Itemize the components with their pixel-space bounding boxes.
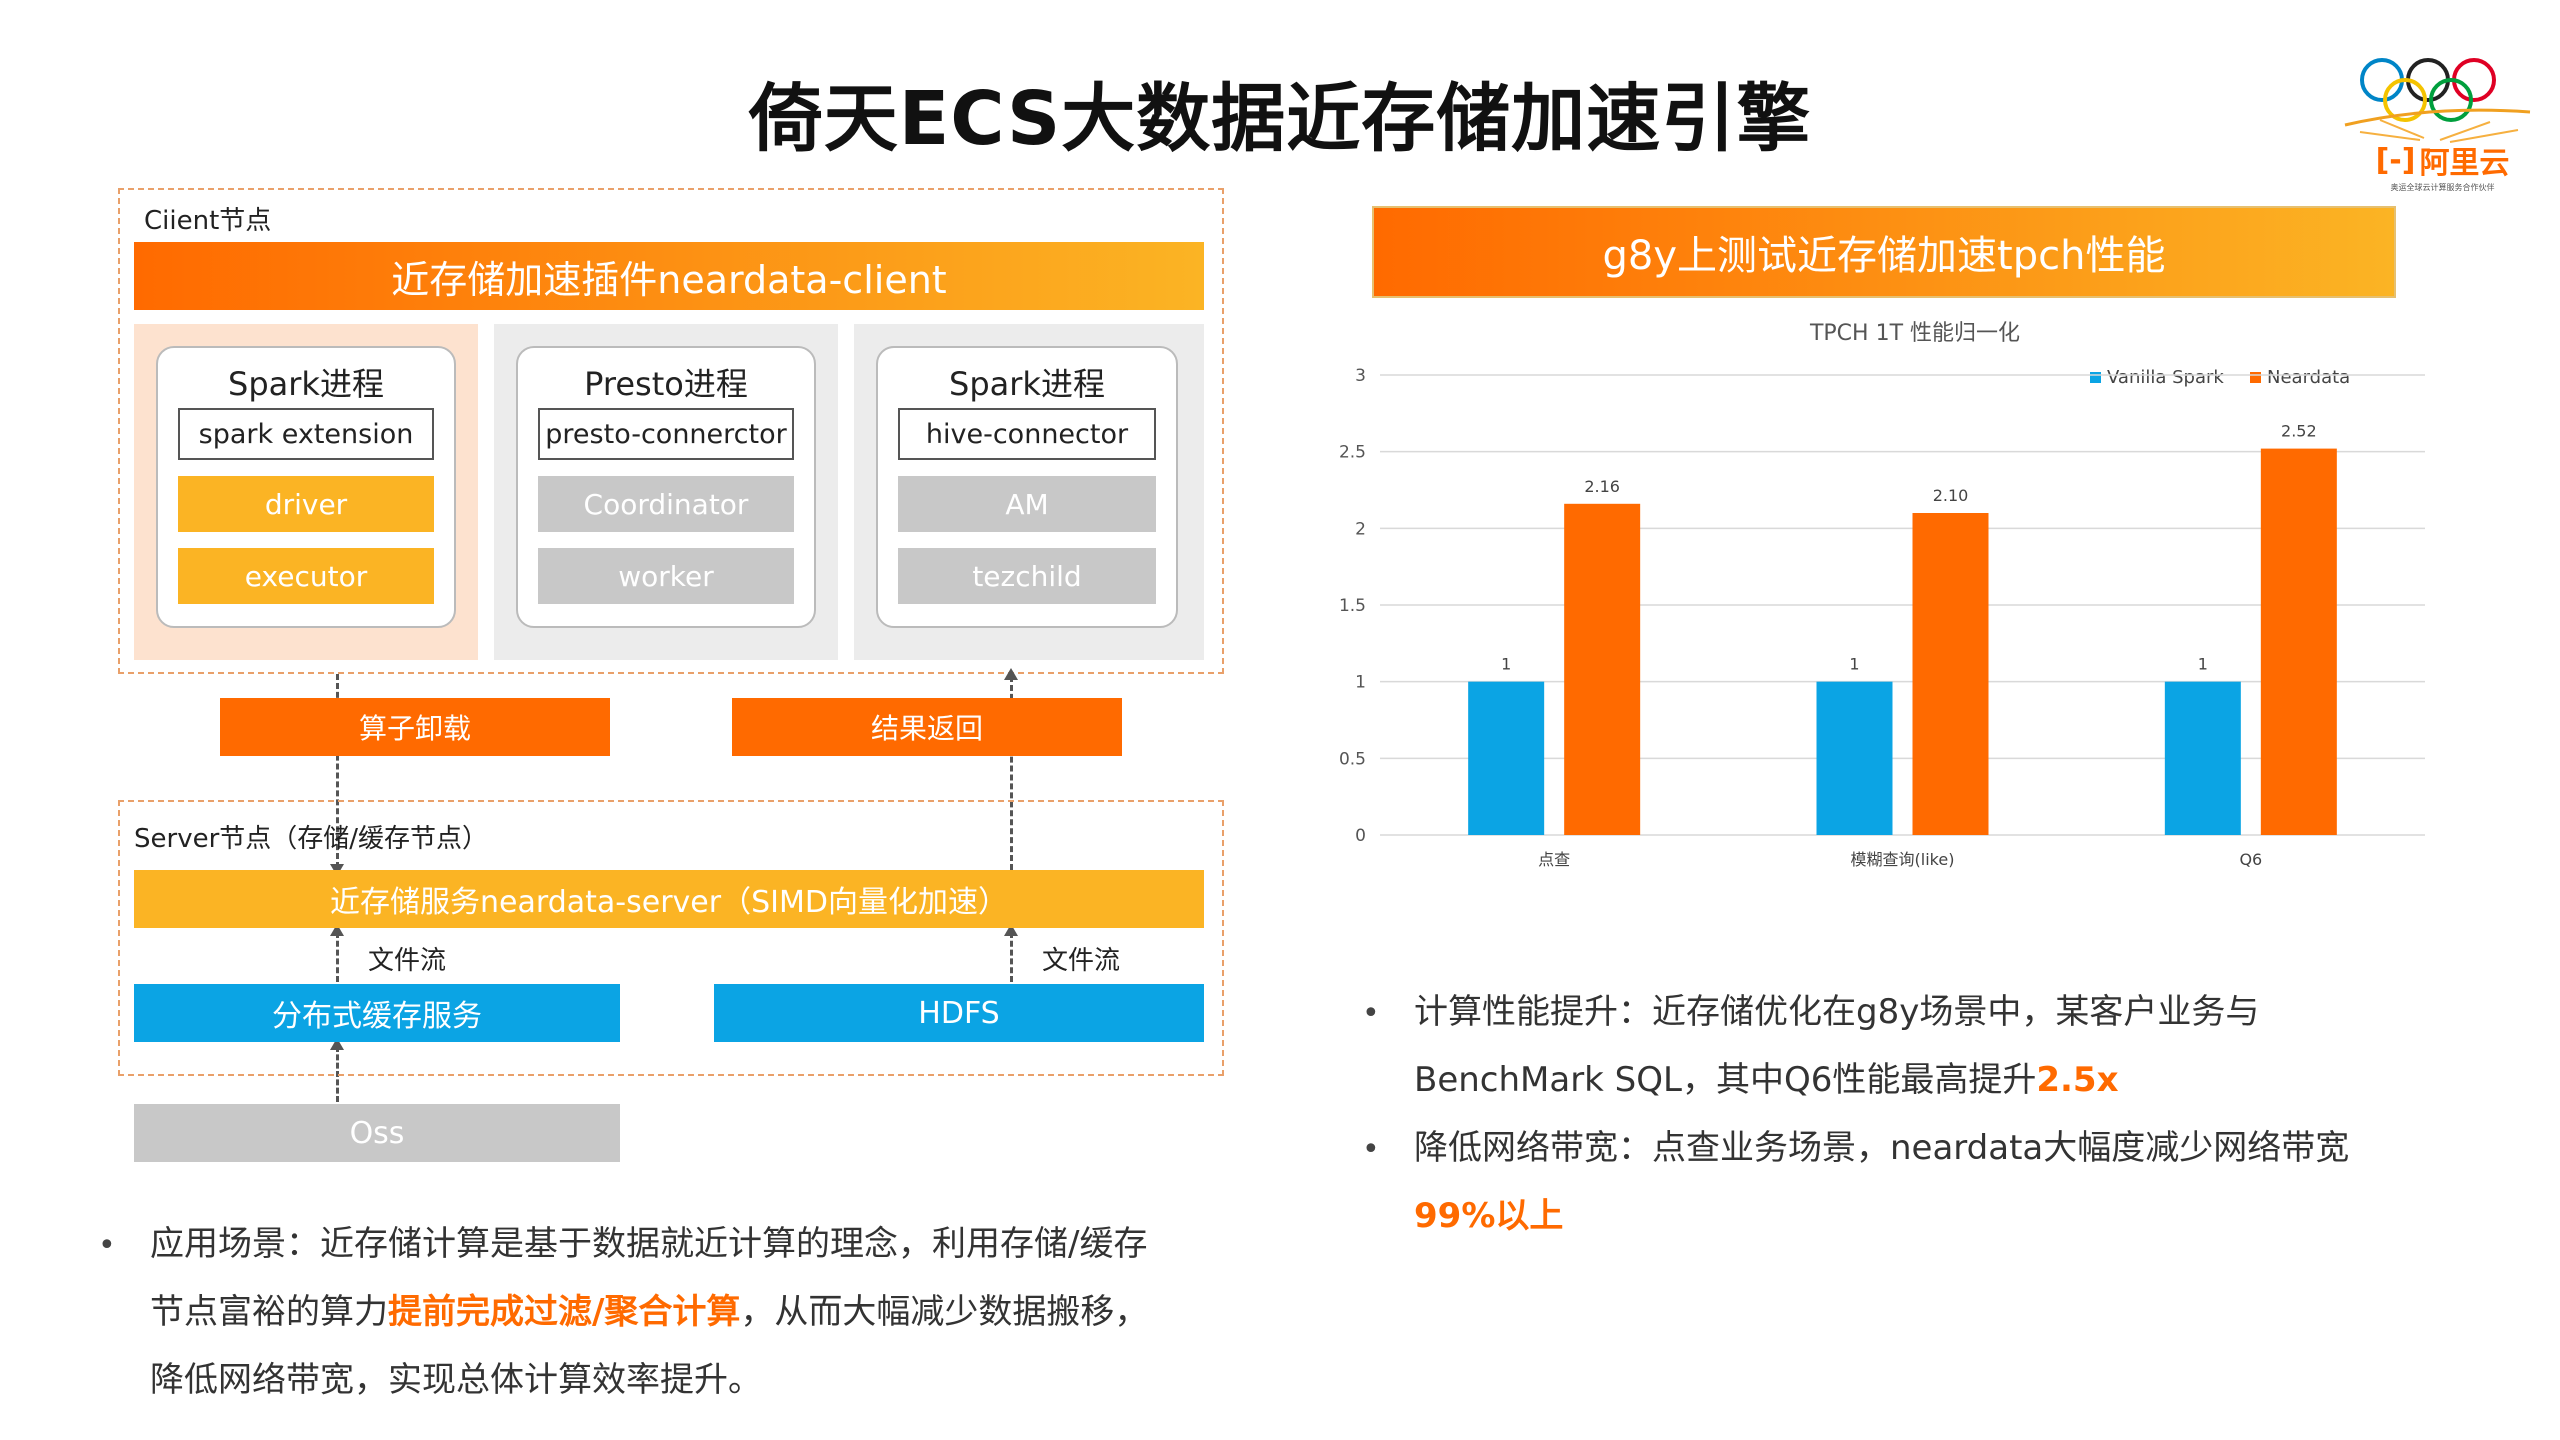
process-title: Presto进程 — [584, 365, 748, 403]
bar-neardata — [1564, 503, 1641, 835]
neardata-server-bar: 近存储服务neardata-server（SIMD向量化加速） — [134, 870, 1204, 928]
legend-swatch — [2250, 372, 2261, 383]
client-node-label: Ciient节点 — [144, 206, 272, 236]
application-bullet: 应用场景：近存储计算是基于数据就近计算的理念，利用存储/缓存节点富裕的算力提前完… — [150, 1210, 1180, 1414]
legend-label: Vanilla Spark — [2107, 367, 2224, 388]
data-label: 1 — [1501, 655, 1511, 674]
neardata-client-bar: 近存储加速插件neardata-client — [134, 242, 1204, 310]
hdfs-bar: HDFS — [714, 984, 1204, 1042]
bullet-prefix: 降低网络带宽：点查业务场景，neardata大幅度减少网络带宽 — [1414, 1128, 2350, 1168]
bullet-icon: • — [1362, 1132, 1380, 1167]
x-tick-label: 模糊查询(like) — [1851, 850, 1955, 869]
worker-box: worker — [538, 548, 794, 604]
am-box: AM — [898, 476, 1156, 532]
executor-box: executor — [178, 548, 434, 604]
chart-legend: Vanilla Spark Neardata — [2090, 367, 2350, 388]
bar-vanilla-spark — [1468, 681, 1545, 835]
x-tick-label: Q6 — [2239, 850, 2262, 869]
presto-connector-box: presto-connerctor — [538, 408, 794, 460]
data-label: 1 — [1849, 655, 1859, 674]
chart-x-labels: 点查 模糊查询(like) Q6 — [1538, 850, 2262, 869]
oss-bar: Oss — [134, 1104, 620, 1162]
chart-grid: 0 0.5 1 1.5 2 2.5 3 — [1339, 366, 2425, 846]
result-return-label: 结果返回 — [732, 698, 1122, 756]
chart-title: TPCH 1T 性能归一化 — [1809, 321, 2020, 346]
data-label: 2.10 — [1933, 486, 1969, 505]
bullet-prefix: 计算性能提升：近存储优化在g8y场景中，某客户业务与BenchMark SQL，… — [1414, 992, 2260, 1100]
y-tick-label: 3 — [1355, 366, 1366, 386]
aliyun-logo: [-] 阿里云 — [2365, 140, 2520, 182]
bar-neardata — [1912, 513, 1989, 835]
y-tick-label: 0 — [1355, 826, 1366, 846]
data-label: 2.16 — [1584, 477, 1620, 496]
bullet-suffix: ，从而大幅减少数据搬移，降低网络带宽，实现总体计算效率提升。 — [150, 1292, 1149, 1400]
bullet-icon: • — [1362, 996, 1380, 1031]
operator-offload-label: 算子卸载 — [220, 698, 610, 756]
bullet-highlight: 2.5x — [2036, 1060, 2119, 1100]
y-tick-label: 1.5 — [1339, 596, 1366, 616]
bar-vanilla-spark — [2164, 681, 2241, 835]
chart-header-bar: g8y上测试近存储加速tpch性能 — [1372, 206, 2396, 298]
bullet-icon: • — [98, 1228, 116, 1263]
legend-label: Neardata — [2267, 367, 2350, 388]
performance-bullet: 计算性能提升：近存储优化在g8y场景中，某客户业务与BenchMark SQL，… — [1414, 978, 2354, 1114]
bar-neardata — [2260, 448, 2337, 835]
bullet-prefix: 应用场景：近存储计算是基于数据就近计算的理念，利用存储/缓存节点富裕的算力 — [150, 1224, 1148, 1332]
data-label: 2.52 — [2281, 422, 2317, 441]
y-tick-label: 1 — [1355, 673, 1366, 693]
logo-text: 阿里云 — [2419, 146, 2510, 181]
hive-connector-box: hive-connector — [898, 408, 1156, 460]
page-title: 倚天ECS大数据近存储加速引擎 — [748, 75, 1812, 162]
process-title: Spark进程 — [228, 365, 384, 403]
y-tick-label: 2.5 — [1339, 443, 1366, 463]
driver-box: driver — [178, 476, 434, 532]
logo-mark-icon: [-] — [2375, 142, 2416, 178]
data-label: 1 — [2198, 655, 2208, 674]
spark-extension-box: spark extension — [178, 408, 434, 460]
file-flow-label-right: 文件流 — [1042, 946, 1121, 976]
server-node-box — [118, 800, 1224, 1076]
y-tick-label: 2 — [1355, 519, 1366, 539]
client-node-box — [118, 188, 1224, 674]
tpch-bar-chart: TPCH 1T 性能归一化 Vanilla Spark Neardata 0 0.5… — [1339, 321, 2425, 869]
bullet-highlight: 99%以上 — [1414, 1196, 1564, 1236]
distributed-cache-bar: 分布式缓存服务 — [134, 984, 620, 1042]
logo-slogan: 奥运全球云计算服务合作伙伴 — [2390, 182, 2495, 192]
bar-vanilla-spark — [1816, 681, 1893, 835]
x-tick-label: 点查 — [1538, 850, 1570, 869]
tezchild-box: tezchild — [898, 548, 1156, 604]
bandwidth-bullet: 降低网络带宽：点查业务场景，neardata大幅度减少网络带宽 99%以上 — [1414, 1114, 2354, 1250]
bullet-highlight: 提前完成过滤/聚合计算 — [388, 1292, 741, 1332]
olympic-rings-icon — [2344, 58, 2531, 143]
process-title: Spark进程 — [949, 365, 1105, 403]
result-arrow — [1004, 668, 1018, 870]
y-tick-label: 0.5 — [1339, 749, 1366, 769]
coordinator-box: Coordinator — [538, 476, 794, 532]
legend-swatch — [2090, 372, 2101, 383]
file-flow-label-left: 文件流 — [368, 946, 447, 976]
server-node-label: Server节点（存储/缓存节点） — [134, 824, 489, 854]
chart-bars: 1 2.16 1 2.10 1 2.52 — [1468, 422, 2337, 835]
